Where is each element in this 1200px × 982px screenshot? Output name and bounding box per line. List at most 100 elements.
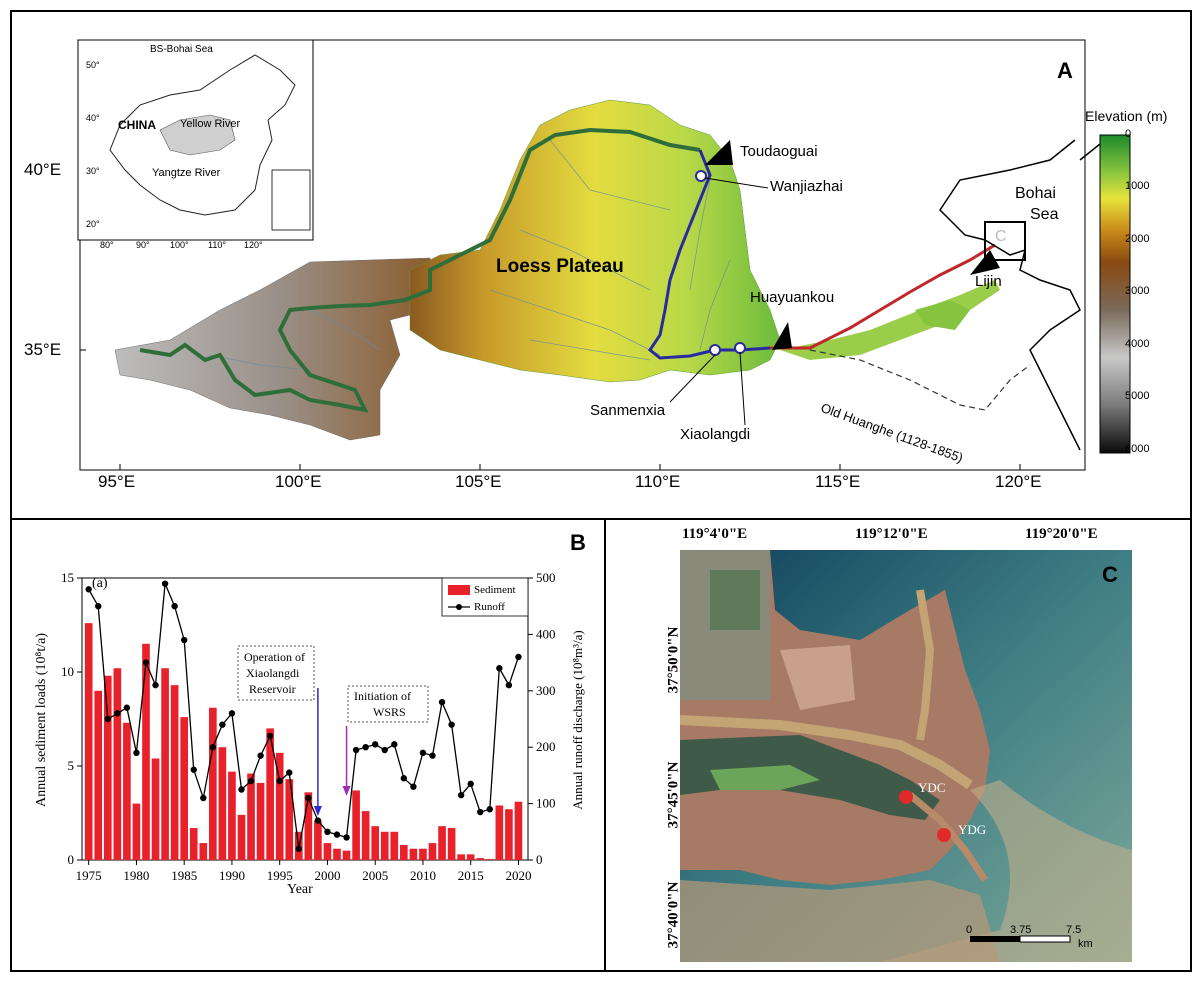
old-huanghe-course <box>809 349 1031 411</box>
x-tick-label-1985: 1985 <box>171 868 197 883</box>
runoff-point-2003 <box>352 746 360 754</box>
lon-tick-1: 119°4'0"E <box>682 526 748 542</box>
sediment-bar-1999 <box>314 820 322 860</box>
runoff-point-2005 <box>371 741 379 748</box>
inset-lon-110: 110° <box>208 240 226 250</box>
lijin-marker <box>970 250 1000 275</box>
inset-china-label: CHINA <box>118 118 156 132</box>
inset-lat-40: 40° <box>86 113 100 123</box>
runoff-point-1992 <box>247 777 255 785</box>
yellow-river-lower <box>770 243 996 350</box>
scale-75: 7.5 <box>1066 924 1082 936</box>
runoff-point-1985 <box>180 636 188 644</box>
annot-wsrs-line1: Initiation of <box>354 689 411 703</box>
sediment-bar-2003 <box>352 790 360 860</box>
runoff-point-2015 <box>467 780 474 788</box>
xiaolangdi-station <box>734 342 746 354</box>
sediment-bar-1982 <box>151 758 160 860</box>
y-tick-40: 40°E <box>24 160 62 179</box>
sediment-bar-1984 <box>170 685 179 860</box>
inset-yangtze-label: Yangtze River <box>152 167 221 179</box>
y-right-tick-label-300: 300 <box>536 683 556 698</box>
runoff-point-1990 <box>228 710 236 717</box>
runoff-point-1979 <box>123 704 131 711</box>
y-left-tick-label-0: 0 <box>68 852 75 867</box>
runoff-point-2006 <box>381 746 388 754</box>
sediment-bar-2000 <box>323 843 332 860</box>
annot-xiaolangdi-line2: Xiaolangdi <box>246 666 300 680</box>
chart-b-ylabel-left: Annual sediment loads (10⁸t/a) <box>34 632 49 808</box>
west-highland <box>114 257 441 441</box>
sediment-bar-2007 <box>390 831 399 860</box>
x-tick-label-1975: 1975 <box>76 868 102 883</box>
annot-wsrs-line2: WSRS <box>373 705 406 719</box>
x-tick-95: 95°E <box>98 472 136 491</box>
sediment-bar-1994 <box>266 728 274 860</box>
sediment-bar-2008 <box>400 844 408 860</box>
lat-tick-2: 37°45'0"N <box>665 761 682 829</box>
runoff-point-2013 <box>448 721 455 728</box>
x-tick-label-1995: 1995 <box>267 868 293 883</box>
elevation-tick-2: 2000 <box>1125 233 1150 245</box>
elevation-colorbar <box>1099 134 1131 454</box>
x-tick-110: 110°E <box>635 472 681 491</box>
sediment-bar-1987 <box>199 843 208 860</box>
sediment-bar-1993 <box>256 782 265 860</box>
y-left-tick-label-5: 5 <box>68 758 75 773</box>
scale-km: km <box>1078 938 1093 950</box>
lijin-label: Lijin <box>975 273 1002 290</box>
runoff-point-2012 <box>438 698 446 706</box>
runoff-point-1995 <box>276 777 283 785</box>
site-ydg-label: YDG <box>958 822 987 837</box>
sediment-bar-1991 <box>237 814 246 860</box>
panel-c-letter: C <box>1102 562 1118 587</box>
inset-lon-90: 90° <box>136 240 150 250</box>
y-right-tick-label-500: 500 <box>536 570 556 585</box>
x-tick-105: 105°E <box>455 472 502 491</box>
lon-tick-3: 119°20'0"E <box>1025 526 1098 542</box>
elevation-tick-6: 6000 <box>1125 443 1150 455</box>
runoff-point-1993 <box>257 752 264 759</box>
runoff-point-1988 <box>209 744 217 751</box>
panel-a-letter: A <box>1057 58 1073 83</box>
inset-lat-20: 20° <box>86 219 100 229</box>
sediment-bar-2005 <box>371 826 380 860</box>
inset-lon-120: 120° <box>244 240 263 250</box>
sediment-bar-1978 <box>113 668 122 860</box>
runoff-point-1977 <box>104 715 111 723</box>
runoff-point-1980 <box>133 749 140 757</box>
sediment-bar-2012 <box>438 826 446 860</box>
runoff-point-1983 <box>161 580 169 587</box>
runoff-point-1999 <box>314 817 322 824</box>
inset-lat-30: 30° <box>86 166 100 176</box>
runoff-point-2007 <box>391 741 398 748</box>
lon-tick-2: 119°12'0"E <box>855 526 928 542</box>
runoff-point-1996 <box>286 769 293 776</box>
y-right-tick-label-0: 0 <box>536 852 543 867</box>
sediment-bar-2014 <box>457 854 465 860</box>
yellow-river-upper <box>139 127 701 413</box>
sediment-bar-1980 <box>132 803 141 860</box>
lat-tick-1: 37°50'0"N <box>665 626 682 694</box>
chart-b-legend <box>441 577 529 617</box>
lat-tick-3: 37°40'0"N <box>665 881 682 949</box>
xiaolangdi-arrow-head <box>313 806 322 816</box>
runoff-point-1989 <box>219 721 226 728</box>
annot-wsrs-box <box>347 685 429 723</box>
sediment-bar-2017 <box>485 859 494 860</box>
huayuankou-label: Huayuankou <box>750 289 835 306</box>
wanjiazhai-station <box>695 170 707 182</box>
sediment-bar-1990 <box>228 771 236 860</box>
runoff-point-2010 <box>419 749 427 757</box>
x-tick-label-2010: 2010 <box>410 868 436 883</box>
x-tick-label-2020: 2020 <box>505 868 531 883</box>
annot-xiaolangdi-line1: Operation of <box>244 650 305 664</box>
sanmenxia-label: Sanmenxia <box>590 402 666 419</box>
scale-0: 0 <box>966 924 973 936</box>
scale-375: 3.75 <box>1010 924 1032 936</box>
xiaolangdi-label: Xiaolangdi <box>680 426 751 443</box>
legend-sediment-label: Sediment <box>474 584 516 596</box>
elevation-legend-title: Elevation (m) <box>1085 108 1168 124</box>
sediment-bar-1977 <box>103 675 112 860</box>
loess-plateau-label: Loess Plateau <box>496 256 624 277</box>
